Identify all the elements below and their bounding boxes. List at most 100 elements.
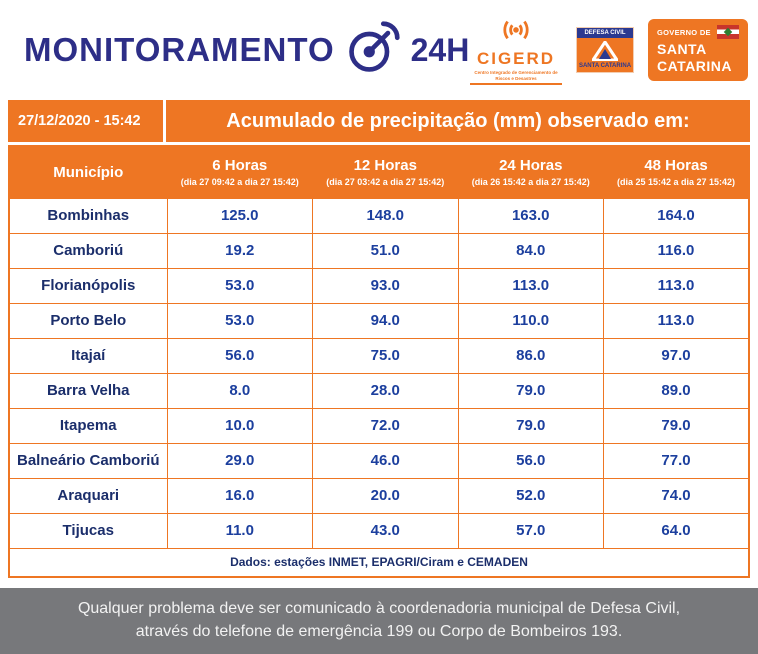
- value-cell: 57.0: [457, 512, 604, 549]
- banner-title: Acumulado de precipitação (mm) observado…: [226, 109, 690, 132]
- value-cell: 94.0: [312, 302, 459, 339]
- value-cell: 79.0: [603, 407, 750, 444]
- defesa-civil-subtitle: SANTA CATARINA: [577, 62, 633, 72]
- value-cell: 116.0: [603, 232, 750, 269]
- value-cell: 43.0: [312, 512, 459, 549]
- value-cell: 56.0: [166, 337, 313, 374]
- footer-notice: Qualquer problema deve ser comunicado à …: [0, 588, 758, 654]
- municipio-cell: Araquari: [8, 477, 168, 514]
- defesa-civil-title: DEFESA CIVIL: [577, 28, 633, 38]
- table-header-row: Município 6 Horas (dia 27 09:42 a dia 27 1…: [8, 145, 750, 199]
- table-row: Porto Belo 53.0 94.0 110.0 113.0: [8, 302, 750, 339]
- radar-icon: [345, 20, 401, 81]
- column-header: 6 Horas (dia 27 09:42 a dia 27 15:42): [166, 145, 313, 199]
- value-cell: 28.0: [312, 372, 459, 409]
- table-row: Balneário Camboriú 29.0 46.0 56.0 77.0: [8, 442, 750, 479]
- banner: 27/12/2020 - 15:42 Acumulado de precipit…: [8, 100, 750, 142]
- value-cell: 77.0: [603, 442, 750, 479]
- governo-santa-label: SANTA: [657, 41, 707, 58]
- municipio-cell: Itajaí: [8, 337, 168, 374]
- table-header: Município 6 Horas (dia 27 09:42 a dia 27 1…: [8, 145, 750, 199]
- table-body: Bombinhas 125.0 148.0 163.0 164.0 Camboriú 19.…: [8, 197, 750, 549]
- footer-line-2: através do telefone de emergência 199 ou…: [135, 623, 623, 641]
- value-cell: 74.0: [603, 477, 750, 514]
- value-cell: 52.0: [457, 477, 604, 514]
- datetime-label: 27/12/2020 - 15:42: [8, 100, 166, 142]
- value-cell: 16.0: [166, 477, 313, 514]
- precipitation-table: Município 6 Horas (dia 27 09:42 a dia 27 1…: [8, 145, 750, 578]
- sc-flag-icon: [717, 25, 739, 40]
- table-footer: Dados: estações INMET, EPAGRI/Ciram e CE…: [8, 547, 750, 578]
- defesa-civil-triangle-icon: [577, 38, 633, 62]
- value-cell: 148.0: [312, 197, 459, 234]
- municipio-cell: Balneário Camboriú: [8, 442, 168, 479]
- table-row: Bombinhas 125.0 148.0 163.0 164.0: [8, 197, 750, 234]
- value-cell: 53.0: [166, 302, 313, 339]
- value-cell: 93.0: [312, 267, 459, 304]
- value-cell: 51.0: [312, 232, 459, 269]
- table-row: Itajaí 56.0 75.0 86.0 97.0: [8, 337, 750, 374]
- value-cell: 113.0: [603, 302, 750, 339]
- hours-label: 24H: [410, 31, 470, 68]
- municipio-cell: Barra Velha: [8, 372, 168, 409]
- value-cell: 84.0: [457, 232, 604, 269]
- header: MONITORAMENTO 24H: [0, 0, 758, 100]
- cigerd-signal-icon: [499, 15, 533, 48]
- value-cell: 113.0: [603, 267, 750, 304]
- value-cell: 163.0: [457, 197, 604, 234]
- value-cell: 113.0: [457, 267, 604, 304]
- value-cell: 97.0: [603, 337, 750, 374]
- value-cell: 53.0: [166, 267, 313, 304]
- municipio-cell: Tijucas: [8, 512, 168, 549]
- source-row: Dados: estações INMET, EPAGRI/Ciram e CE…: [8, 547, 750, 578]
- governo-de-label: GOVERNO DE: [657, 27, 711, 37]
- governo-header: GOVERNO DE: [657, 25, 739, 40]
- logos: CIGERD Centro Integrado de Gerenciamento…: [470, 15, 748, 86]
- value-cell: 64.0: [603, 512, 750, 549]
- column-header-municipio: Município: [8, 145, 168, 199]
- brand: MONITORAMENTO 24H: [24, 20, 469, 81]
- municipio-cell: Camboriú: [8, 232, 168, 269]
- governo-sc-logo: GOVERNO DE SANTA CATARINA: [648, 19, 748, 81]
- governo-catarina-label: CATARINA: [657, 57, 733, 74]
- value-cell: 10.0: [166, 407, 313, 444]
- table-row: Itapema 10.0 72.0 79.0 79.0: [8, 407, 750, 444]
- column-header: 12 Horas (dia 27 03:42 a dia 27 15:42): [312, 145, 459, 199]
- value-cell: 110.0: [457, 302, 604, 339]
- municipio-cell: Bombinhas: [8, 197, 168, 234]
- value-cell: 56.0: [457, 442, 604, 479]
- municipio-cell: Porto Belo: [8, 302, 168, 339]
- municipio-cell: Itapema: [8, 407, 168, 444]
- cigerd-subtitle: Centro Integrado de Gerenciamento de Ris…: [474, 69, 558, 81]
- value-cell: 79.0: [457, 372, 604, 409]
- page-title: MONITORAMENTO: [24, 31, 335, 68]
- value-cell: 19.2: [166, 232, 313, 269]
- cigerd-logo: CIGERD Centro Integrado de Gerenciamento…: [470, 15, 562, 86]
- column-header: 48 Horas (dia 25 15:42 a dia 27 15:42): [603, 145, 750, 199]
- value-cell: 72.0: [312, 407, 459, 444]
- column-header: 24 Horas (dia 26 15:42 a dia 27 15:42): [457, 145, 604, 199]
- value-cell: 89.0: [603, 372, 750, 409]
- value-cell: 46.0: [312, 442, 459, 479]
- municipio-cell: Florianópolis: [8, 267, 168, 304]
- source-note: Dados: estações INMET, EPAGRI/Ciram e CE…: [8, 547, 750, 578]
- table-row: Tijucas 11.0 43.0 57.0 64.0: [8, 512, 750, 549]
- value-cell: 8.0: [166, 372, 313, 409]
- table-row: Camboriú 19.2 51.0 84.0 116.0: [8, 232, 750, 269]
- cigerd-name: CIGERD: [476, 48, 556, 68]
- content: 27/12/2020 - 15:42 Acumulado de precipit…: [8, 100, 750, 578]
- value-cell: 11.0: [166, 512, 313, 549]
- table-row: Florianópolis 53.0 93.0 113.0 113.0: [8, 267, 750, 304]
- value-cell: 29.0: [166, 442, 313, 479]
- value-cell: 20.0: [312, 477, 459, 514]
- table-row: Barra Velha 8.0 28.0 79.0 89.0: [8, 372, 750, 409]
- footer-line-1: Qualquer problema deve ser comunicado à …: [77, 600, 681, 617]
- value-cell: 75.0: [312, 337, 459, 374]
- cigerd-rule: [470, 83, 562, 86]
- value-cell: 125.0: [166, 197, 313, 234]
- value-cell: 86.0: [457, 337, 604, 374]
- table-row: Araquari 16.0 20.0 52.0 74.0: [8, 477, 750, 514]
- value-cell: 79.0: [457, 407, 604, 444]
- value-cell: 164.0: [603, 197, 750, 234]
